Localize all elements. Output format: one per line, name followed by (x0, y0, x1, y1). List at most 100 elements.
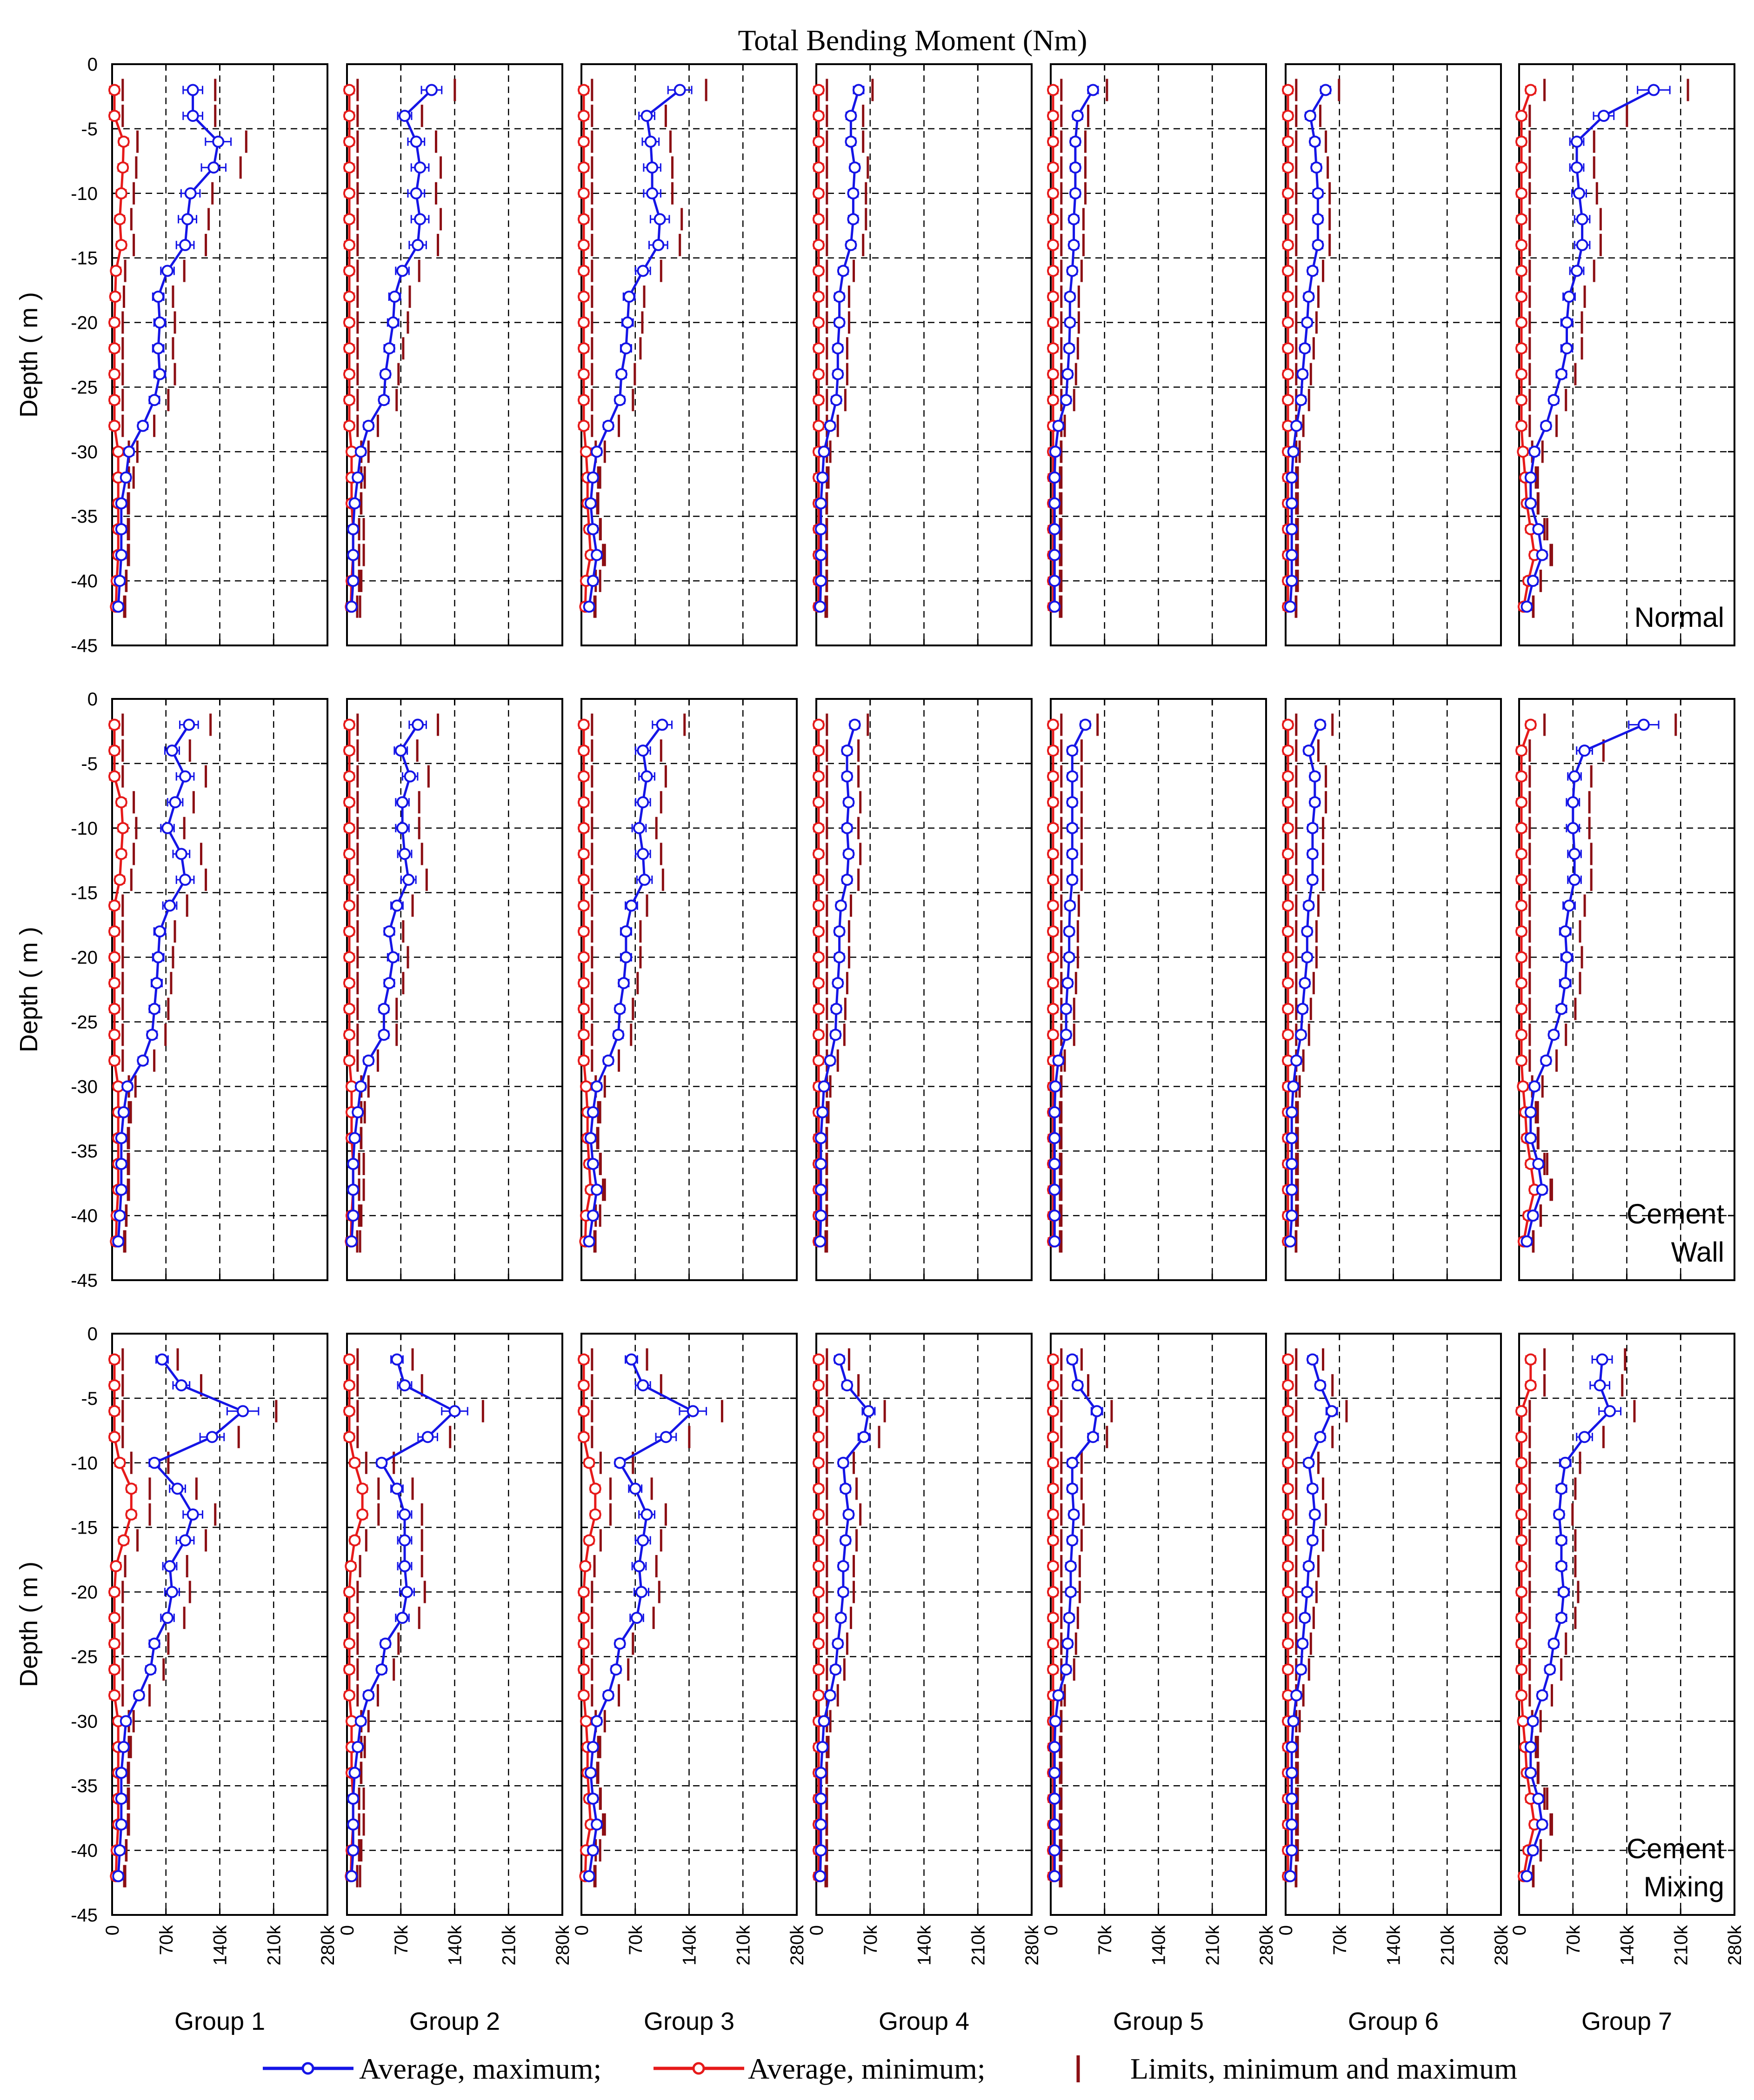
avg-max-point (133, 1689, 145, 1701)
avg-max-point (848, 161, 861, 174)
avg-min-point (577, 744, 590, 757)
avg-max-point (1286, 1106, 1298, 1118)
avg-max-point (354, 445, 367, 458)
avg-max-point (161, 1612, 174, 1624)
avg-max-point (1063, 342, 1075, 355)
y-tick-label: -40 (71, 571, 98, 591)
avg-max-point (1301, 316, 1314, 329)
avg-max-point (396, 265, 409, 277)
avg-min-point (812, 1637, 825, 1650)
avg-min-point (1515, 744, 1527, 757)
avg-max-point (1301, 925, 1314, 937)
avg-max-point (448, 1405, 461, 1417)
avg-min-point (1047, 316, 1059, 329)
avg-max-point (1540, 1054, 1552, 1067)
avg-max-point (394, 744, 407, 757)
avg-max-point (352, 1106, 364, 1118)
avg-max-point (640, 110, 653, 122)
avg-min-point (1047, 1612, 1059, 1624)
avg-max-point (115, 1793, 127, 1805)
avg-min-point (343, 135, 355, 148)
avg-max-point (1066, 744, 1079, 757)
avg-max-point (1540, 419, 1552, 432)
avg-max-point (1561, 316, 1573, 329)
avg-min-point (1515, 291, 1527, 303)
avg-max-point (391, 1482, 403, 1495)
avg-max-point (818, 1080, 830, 1093)
avg-min-point (1515, 977, 1527, 990)
group-label: Group 1 (174, 2007, 265, 2035)
avg-max-point (637, 1379, 649, 1392)
panel-row3-group5: 0 70k 140k 210k 280k Group 5 (1041, 1333, 1277, 2035)
avg-max-point (402, 873, 415, 886)
panel-row1-group1 (108, 63, 328, 646)
avg-min-point (343, 1405, 355, 1417)
avg-min-point (812, 977, 825, 990)
avg-min-point (1515, 873, 1527, 886)
avg-max-point (187, 1508, 199, 1521)
avg-max-point (1301, 951, 1314, 964)
avg-max-point (1048, 471, 1061, 484)
avg-min-point (1281, 187, 1294, 199)
avg-max-point (637, 1534, 649, 1547)
avg-max-point (181, 213, 194, 226)
avg-max-point (1066, 1482, 1079, 1495)
avg-max-point (391, 899, 403, 912)
avg-max-point (1087, 84, 1099, 96)
avg-min-point (577, 84, 590, 96)
avg-min-point (1047, 1379, 1059, 1392)
avg-max-point (1067, 1508, 1080, 1521)
avg-max-point (1528, 445, 1541, 458)
y-tick-label: -5 (81, 1389, 98, 1409)
avg-min-point (1281, 110, 1294, 122)
avg-max-point (414, 161, 427, 174)
avg-min-point (1281, 1029, 1294, 1041)
avg-max-point (1528, 1080, 1541, 1093)
avg-min-point (812, 265, 825, 277)
avg-max-point (1576, 213, 1588, 226)
avg-min-point (812, 770, 825, 783)
avg-min-point (343, 1612, 355, 1624)
x-tick-label: 70k (156, 1925, 177, 1955)
avg-max-point (347, 1183, 360, 1196)
avg-max-point (833, 1353, 846, 1366)
avg-max-point (638, 873, 651, 886)
avg-max-point (362, 1689, 375, 1701)
avg-max-point (169, 796, 181, 809)
avg-max-point (1568, 770, 1581, 783)
avg-max-point (362, 419, 375, 432)
avg-max-point (1567, 796, 1579, 809)
avg-min-point (1281, 951, 1294, 964)
avg-max-point (1302, 899, 1315, 912)
avg-min-point (1515, 265, 1527, 277)
avg-max-point (841, 770, 854, 783)
avg-max-point (1312, 239, 1324, 251)
avg-min-point (577, 1586, 590, 1598)
row-3: Depth ( m )0-5-10-15-20-25-30-35-40-450 7… (15, 1324, 1745, 2035)
avg-min-point (577, 265, 590, 277)
avg-max-point (121, 1080, 134, 1093)
avg-min-point (343, 1586, 355, 1598)
y-tick-label: -15 (71, 248, 98, 269)
avg-max-point (1048, 523, 1061, 535)
avg-min-point (812, 342, 825, 355)
avg-max-point (1524, 497, 1537, 510)
avg-max-point (633, 822, 646, 834)
avg-max-point (187, 110, 199, 122)
avg-max-point (1048, 1106, 1061, 1118)
avg-max-point (591, 445, 603, 458)
avg-max-point (1597, 110, 1610, 122)
x-tick-label: 210k (733, 1925, 754, 1966)
avg-max-point (814, 1818, 827, 1831)
avg-max-point (347, 575, 360, 587)
avg-max-point (1060, 1003, 1073, 1015)
avg-min-point (812, 291, 825, 303)
avg-max-point (602, 1054, 614, 1067)
avg-max-point (1064, 1586, 1077, 1598)
avg-min-point (577, 213, 590, 226)
avg-min-point (1047, 925, 1059, 937)
avg-min-point (1047, 1456, 1059, 1469)
avg-min-point (108, 744, 120, 757)
x-tick-label: 280k (787, 1925, 807, 1966)
avg-max-point (113, 1209, 126, 1222)
